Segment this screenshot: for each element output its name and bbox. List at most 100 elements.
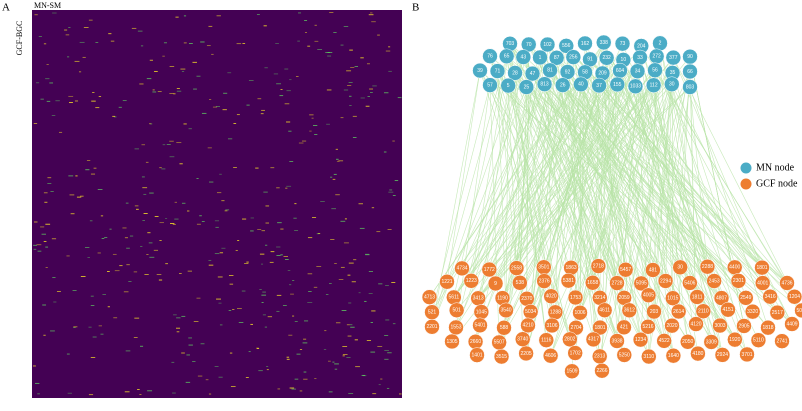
gcf-node-label: 5034: [525, 309, 536, 315]
heatmap-cell: [340, 117, 344, 119]
heatmap-cell: [326, 123, 330, 125]
heatmap-cell: [135, 208, 139, 210]
gcf-node-label: 4522: [659, 338, 670, 344]
heatmap-cell: [371, 207, 375, 209]
heatmap: [32, 10, 402, 398]
gcf-node-label: 1116: [541, 337, 552, 343]
heatmap-cell: [298, 12, 302, 14]
mn-node: [565, 49, 582, 65]
heatmap-cell: [90, 295, 94, 297]
heatmap-cell: [192, 361, 196, 363]
heatmap-cell: [389, 189, 393, 191]
heatmap-cell: [92, 92, 95, 93]
mn-node: [507, 65, 523, 81]
heatmap-cell: [380, 378, 383, 380]
heatmap-cell: [289, 79, 292, 81]
gcf-node-label: 4713: [424, 294, 435, 300]
heatmap-cell: [287, 270, 291, 271]
heatmap-cell: [346, 70, 352, 72]
gcf-node: [665, 347, 682, 364]
mn-node-label: 47: [530, 71, 536, 77]
mn-node: [573, 76, 589, 93]
gcf-node-label: 2301: [733, 278, 744, 284]
gcf-node: [690, 345, 706, 362]
heatmap-cell: [131, 27, 137, 29]
heatmap-cell: [101, 238, 105, 239]
gcf-node: [469, 347, 485, 363]
gcf-node-label: 1015: [667, 296, 678, 302]
heatmap-cell: [170, 222, 175, 224]
gcf-node-label: 5611: [448, 295, 459, 301]
mn-node: [548, 50, 565, 66]
gcf-node: [670, 303, 687, 320]
heatmap-cell: [307, 45, 311, 47]
gcf-node: [518, 345, 534, 362]
heatmap-cell: [43, 334, 46, 336]
gcf-node-label: 481: [649, 267, 658, 273]
heatmap-cell: [286, 358, 290, 360]
gcf-node-label: 2718: [593, 263, 604, 269]
heatmap-cell: [33, 248, 37, 250]
heatmap-cell: [219, 173, 222, 175]
heatmap-cell: [188, 337, 192, 339]
heatmap-cell: [35, 382, 40, 384]
gcf-node-label: 4409: [786, 321, 797, 327]
edge: [550, 70, 656, 356]
heatmap-cell: [236, 114, 240, 116]
heatmap-cell: [314, 378, 317, 380]
heatmap-cell: [334, 368, 338, 370]
heatmap-cell: [267, 316, 273, 318]
heatmap-cells: [33, 12, 402, 396]
gcf-node-label: 4001: [757, 280, 768, 286]
heatmap-cell: [367, 96, 370, 97]
heatmap-cell: [183, 123, 187, 125]
mn-node-label: 813: [540, 81, 549, 87]
heatmap-cell: [33, 365, 36, 367]
heatmap-cell: [259, 253, 265, 255]
heatmap-cell: [183, 42, 187, 44]
heatmap-cell: [256, 348, 260, 349]
edge: [455, 70, 621, 328]
heatmap-cell: [208, 25, 213, 27]
gcf-node-label: 2110: [698, 309, 709, 315]
gcf-node-label: 2453: [709, 278, 720, 284]
gcf-node: [585, 331, 602, 348]
gcf-node-label: 4005: [643, 293, 654, 299]
heatmap-cell: [325, 294, 329, 295]
heatmap-cell: [143, 193, 147, 195]
heatmap-cell: [262, 314, 266, 316]
mn-node: [558, 38, 574, 54]
edge: [523, 56, 601, 298]
gcf-node: [727, 331, 743, 348]
heatmap-cell: [196, 223, 201, 225]
heatmap-cell: [208, 393, 212, 395]
gcf-node-label: 1288: [550, 310, 561, 316]
heatmap-cell: [227, 72, 232, 74]
heatmap-cell: [378, 283, 383, 285]
mn-node-label: 34: [635, 69, 641, 75]
heatmap-cell: [169, 66, 175, 67]
gcf-node: [543, 288, 559, 304]
heatmap-cell: [304, 32, 308, 33]
y-axis-label: GCF-BGC: [15, 21, 24, 56]
mn-node: [627, 78, 644, 95]
mn-node: [598, 50, 615, 66]
heatmap-cell: [285, 187, 288, 189]
mn-node-label: 87: [554, 55, 560, 61]
mn-node-label: 66: [687, 69, 693, 75]
heatmap-cell: [388, 46, 391, 48]
heatmap-cell: [149, 192, 154, 194]
heatmap-cell: [347, 85, 352, 86]
heatmap-cell: [335, 322, 341, 324]
heatmap-cell: [95, 41, 99, 43]
heatmap-cell: [385, 285, 389, 287]
heatmap-cell: [91, 100, 96, 102]
gcf-node: [760, 319, 776, 336]
heatmap-cell: [126, 264, 130, 266]
heatmap-cell: [45, 246, 49, 248]
heatmap-cell: [388, 70, 392, 72]
mn-node: [614, 35, 631, 52]
heatmap-cell: [314, 40, 319, 42]
heatmap-cell: [394, 180, 399, 182]
heatmap-cell: [397, 97, 402, 99]
